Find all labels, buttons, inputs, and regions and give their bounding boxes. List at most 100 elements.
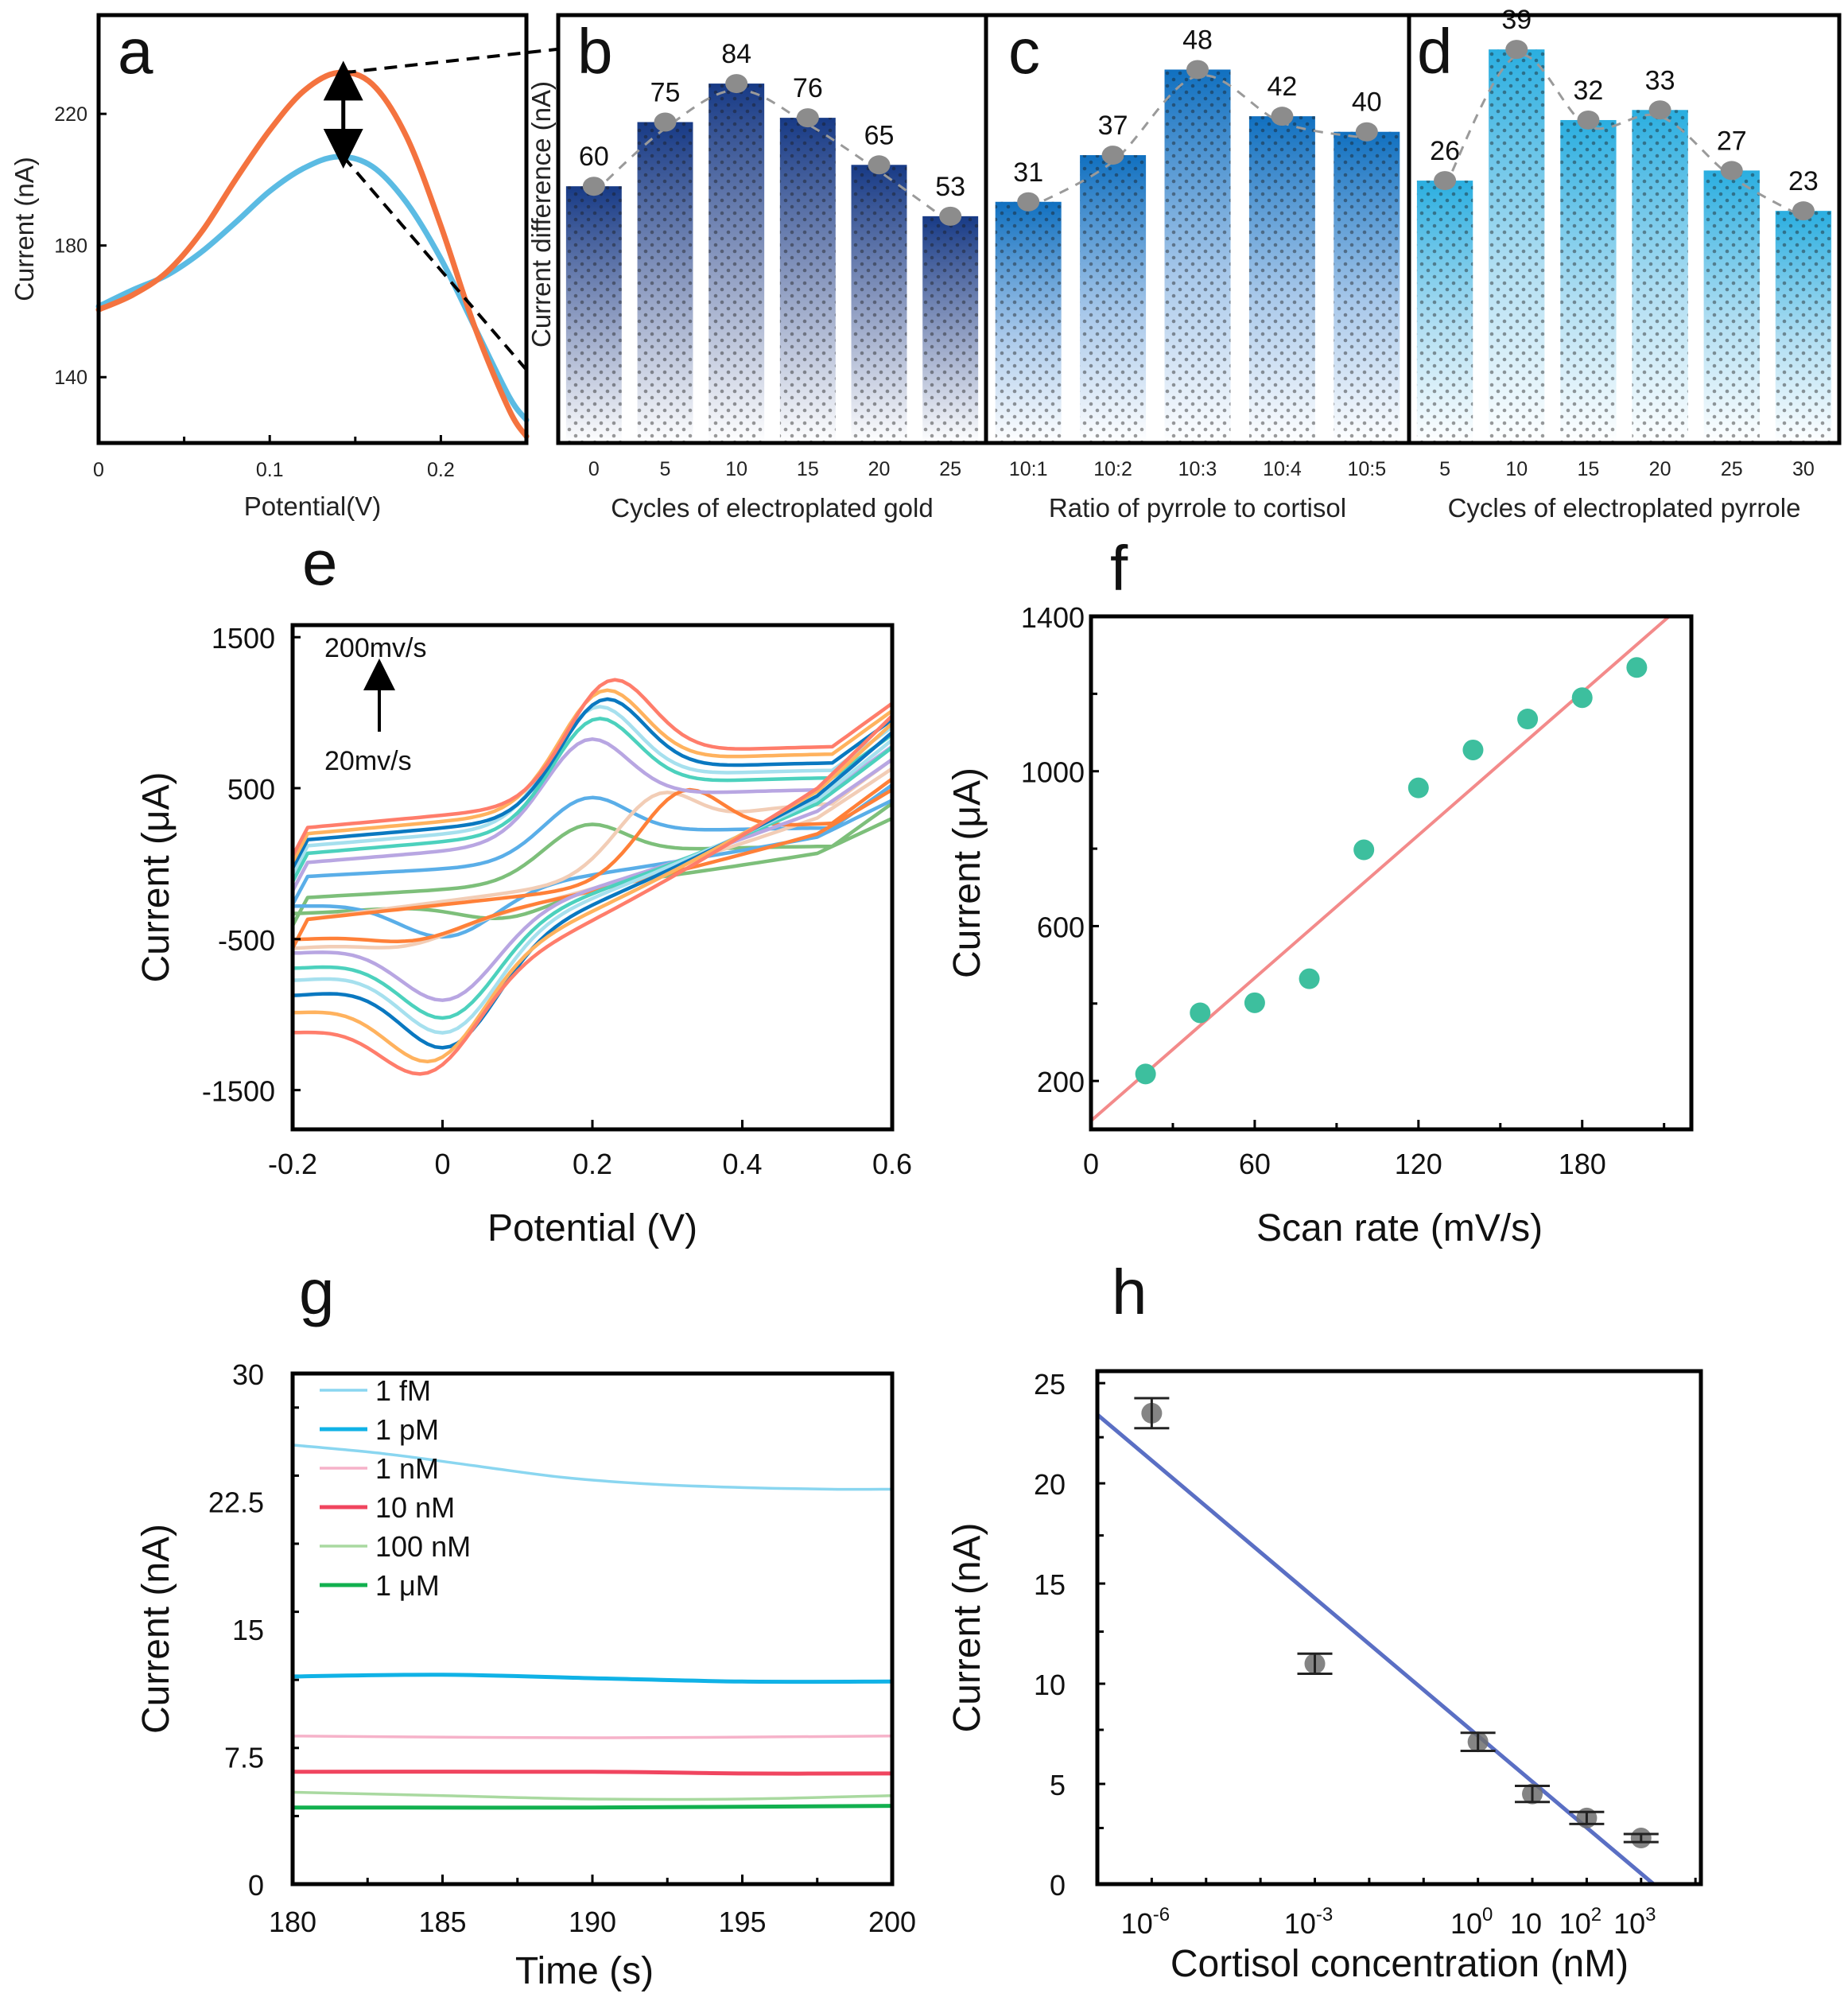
bar-value-label: 26 [1430, 136, 1460, 166]
data-point [1517, 709, 1539, 729]
bar-value-label: 23 [1788, 166, 1819, 196]
y-tick-label: 20 [1034, 1468, 1066, 1501]
data-marker [1434, 171, 1457, 191]
connector-dashed-bottom [342, 155, 528, 371]
x-tick-label: -0.2 [268, 1148, 317, 1180]
y-tick-label: 1500 [212, 622, 275, 655]
x-tick-label: 5 [1439, 458, 1450, 480]
data-marker [1648, 100, 1671, 120]
scan-rate-label-bottom: 20mv/s [324, 746, 412, 776]
panel-d: d 26 5 39 10 32 15 33 20 27 25 23 30 Cycles of elect… [1407, 5, 1842, 523]
data-marker [1017, 192, 1040, 212]
bar-dot-pattern [1489, 49, 1545, 443]
data-point [1244, 992, 1265, 1013]
tick-base: 10 [1450, 1907, 1482, 1940]
bar-dot-pattern [1334, 131, 1400, 443]
series-line [292, 1770, 893, 1776]
y-tick-label: 30 [232, 1358, 264, 1391]
x-tick-label: 120 [1395, 1148, 1442, 1180]
data-point [1135, 1063, 1156, 1085]
x-tick-label: 10 [725, 458, 747, 480]
bar-value-label: 84 [721, 39, 751, 69]
y-tick-label: 5 [1050, 1769, 1066, 1801]
bar-dot-pattern [709, 84, 765, 443]
y-tick-label: 1000 [1021, 756, 1085, 789]
y-tick-label: 0 [1050, 1869, 1066, 1902]
bar-dot-pattern [922, 216, 979, 443]
bar-dot-pattern [1248, 116, 1315, 443]
bar-dot-pattern [1775, 211, 1832, 443]
y-axis-title: Current (nA) [946, 1522, 988, 1732]
series-line [292, 1804, 893, 1810]
x-tick-label: 20 [1649, 458, 1671, 480]
x-tick-label: 102 [1559, 1904, 1601, 1940]
data-marker [868, 155, 891, 175]
series-line [292, 1673, 893, 1684]
plot-frame-f [1089, 614, 1694, 1132]
x-tick-label: 25 [939, 458, 961, 480]
data-marker [582, 177, 605, 196]
data-marker [1505, 40, 1528, 60]
bar-dot-pattern [851, 165, 907, 444]
x-tick-label: 10:1 [1009, 458, 1048, 480]
y-axis-title: Current (μA) [135, 771, 177, 982]
x-tick-label: 190 [569, 1906, 616, 1938]
bar-value-label: 65 [864, 120, 895, 150]
y-tick-label: 1400 [1021, 601, 1085, 634]
data-marker [1101, 146, 1124, 165]
bar-value-label: 39 [1501, 5, 1532, 35]
data-marker [654, 112, 677, 132]
bar-value-label: 76 [793, 73, 823, 103]
x-tick-label: 0.2 [427, 459, 455, 481]
x-tick-label: 10:4 [1263, 458, 1302, 480]
x-axis-title: Cycles of electroplated gold [611, 493, 933, 523]
bar-value-label: 48 [1182, 25, 1213, 55]
panel-letter-c: c [1008, 16, 1040, 87]
panel-b: b 60 0 75 5 84 10 76 15 65 20 53 25 Cycles of electr… [556, 13, 988, 523]
plot-frame-h [1095, 1369, 1703, 1886]
panel-f: f 200 600 1000 1400 0 60 120 180 Scan rate (mV/s… [946, 533, 1694, 1249]
data-marker [1792, 201, 1815, 221]
x-tick-label: 15 [1578, 458, 1600, 480]
fit-line [1096, 1412, 1656, 1886]
y-tick-label: 7.5 [224, 1742, 264, 1774]
x-tick-label: 10 [1510, 1907, 1542, 1940]
bar-dot-pattern [1164, 69, 1231, 444]
x-tick-label: 0.6 [872, 1148, 912, 1180]
data-point [1353, 839, 1375, 861]
panel-letter-g: g [299, 1257, 335, 1327]
tick-exponent: 2 [1591, 1904, 1601, 1925]
trend-line-dashed [592, 88, 952, 224]
x-axis-title: Cortisol concentration (nM) [1171, 1943, 1629, 1985]
bar-dot-pattern [1416, 181, 1473, 443]
panel-letter-a: a [118, 16, 153, 87]
tick-base: 10 [1510, 1907, 1542, 1940]
x-tick-label: 15 [797, 458, 819, 480]
bar-value-label: 42 [1267, 72, 1297, 102]
bar-dot-pattern [1703, 170, 1760, 444]
plot-frame-b [556, 13, 988, 445]
x-axis-title: Scan rate (mV/s) [1256, 1207, 1543, 1249]
tick-base: 10 [1284, 1907, 1316, 1940]
y-tick-label: 600 [1037, 911, 1085, 943]
legend-label: 1 pM [375, 1413, 439, 1446]
x-tick-label: 0 [434, 1148, 450, 1180]
bar-value-label: 75 [650, 78, 681, 108]
x-tick-label: 0.1 [256, 459, 284, 481]
series-line [292, 1444, 893, 1491]
bar-dot-pattern [1632, 110, 1688, 443]
data-marker [1577, 110, 1600, 130]
y-tick-label: 25 [1034, 1368, 1066, 1401]
y-tick-label: 0 [248, 1869, 264, 1902]
data-marker [1720, 161, 1743, 181]
x-axis-title: Ratio of pyrrole to cortisol [1049, 493, 1346, 523]
y-tick-label: 180 [54, 235, 87, 258]
data-marker [796, 108, 819, 128]
bar-value-label: 53 [935, 172, 965, 202]
y-tick-label: 15 [232, 1614, 264, 1646]
bar-dot-pattern [637, 122, 693, 443]
y-axis-title: Current (nA) [10, 157, 39, 301]
panel-letter-d: d [1417, 16, 1453, 87]
bar-dot-pattern [1080, 155, 1147, 443]
